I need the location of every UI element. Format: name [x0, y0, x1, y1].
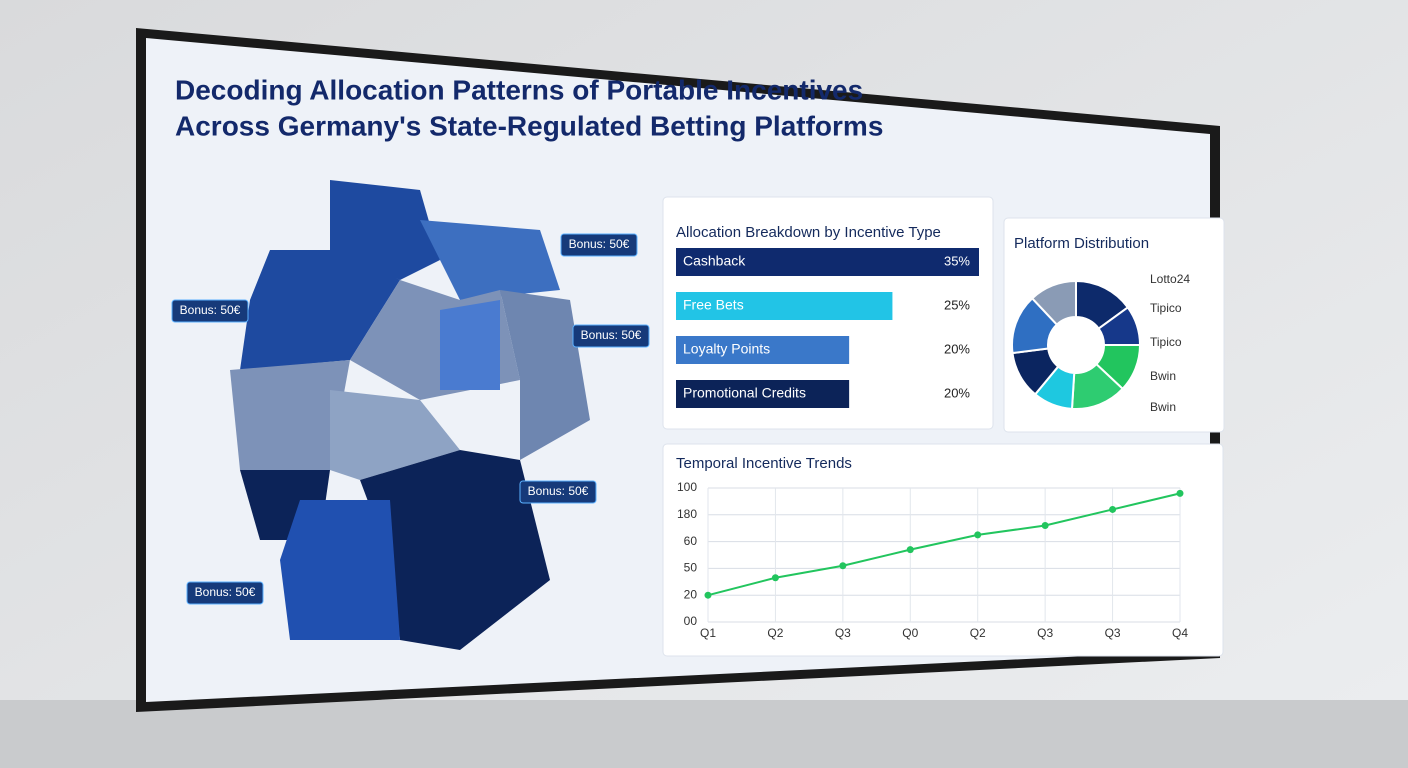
y-tick-label: 180: [677, 507, 697, 521]
y-tick-label: 20: [684, 587, 698, 601]
value-label: 25%: [944, 297, 970, 312]
line-point: [704, 591, 712, 599]
region: [330, 390, 460, 480]
floor: [0, 700, 1408, 768]
bar-label: Loyalty Points: [683, 341, 770, 357]
bar: [676, 336, 850, 364]
region: [330, 180, 440, 280]
x-tick-label: Q3: [1037, 626, 1053, 640]
chart-title: Platform Distribution: [1014, 235, 1149, 252]
x-tick-label: Q2: [767, 626, 783, 640]
line-point: [771, 574, 779, 582]
map-label-box: [560, 233, 638, 257]
region: [500, 290, 590, 460]
map-label: Bonus: 50€: [528, 484, 589, 498]
region: [420, 220, 560, 300]
x-tick-label: Q1: [700, 626, 716, 640]
pie-label: Bwin: [1150, 369, 1176, 383]
value-label: 20%: [944, 341, 970, 356]
value-label: 20%: [944, 385, 970, 400]
x-tick-label: Q2: [970, 626, 986, 640]
line-point: [1041, 522, 1049, 530]
title-line: Decoding Allocation Patterns of Portable…: [175, 74, 863, 105]
bar-label: Cashback: [683, 253, 746, 269]
bar: [676, 248, 979, 276]
line-point: [1109, 505, 1117, 513]
region: [360, 450, 550, 650]
map-label: Bonus: 50€: [180, 303, 241, 317]
bar: [676, 380, 850, 408]
chart-title: Temporal Incentive Trends: [676, 455, 852, 472]
map-label-box: [572, 324, 650, 348]
chart-title: Allocation Breakdown by Incentive Type: [676, 224, 941, 241]
map-label-box: [186, 581, 264, 605]
pie-label: Lotto24: [1150, 272, 1190, 286]
region: [240, 250, 400, 370]
pie-slice: [1030, 279, 1077, 327]
line-point: [974, 531, 982, 539]
line-point: [1176, 489, 1184, 497]
bar-label: Promotional Credits: [683, 385, 806, 401]
map-label: Bonus: 50€: [581, 328, 642, 342]
line-point: [906, 546, 914, 554]
line-series: [707, 492, 1181, 597]
map-label-box: [519, 480, 597, 504]
region: [230, 360, 350, 470]
map-label-box: [171, 299, 249, 323]
pie-label: Tipico: [1150, 335, 1182, 349]
region: [440, 300, 500, 390]
y-tick-label: 00: [684, 614, 698, 628]
map-label: Bonus: 50€: [195, 585, 256, 599]
line-point: [839, 562, 847, 570]
y-tick-label: 60: [684, 534, 698, 548]
value-label: 35%: [944, 253, 970, 268]
region: [280, 500, 400, 640]
y-tick-label: 100: [677, 480, 697, 494]
panel: [662, 443, 1224, 657]
bar-label: Free Bets: [683, 297, 744, 313]
x-tick-label: Q4: [1172, 626, 1188, 640]
map-label: Bonus: 50€: [569, 237, 630, 251]
y-tick-label: 50: [684, 561, 698, 575]
x-tick-label: Q3: [1105, 626, 1121, 640]
germany-map: [230, 180, 590, 650]
pie-label: Tipico: [1150, 301, 1182, 315]
bar: [676, 292, 893, 320]
title-line: Across Germany's State-Regulated Betting…: [175, 110, 883, 141]
x-tick-label: Q0: [902, 626, 918, 640]
pie-label: Bwin: [1150, 400, 1176, 414]
x-tick-label: Q3: [835, 626, 851, 640]
